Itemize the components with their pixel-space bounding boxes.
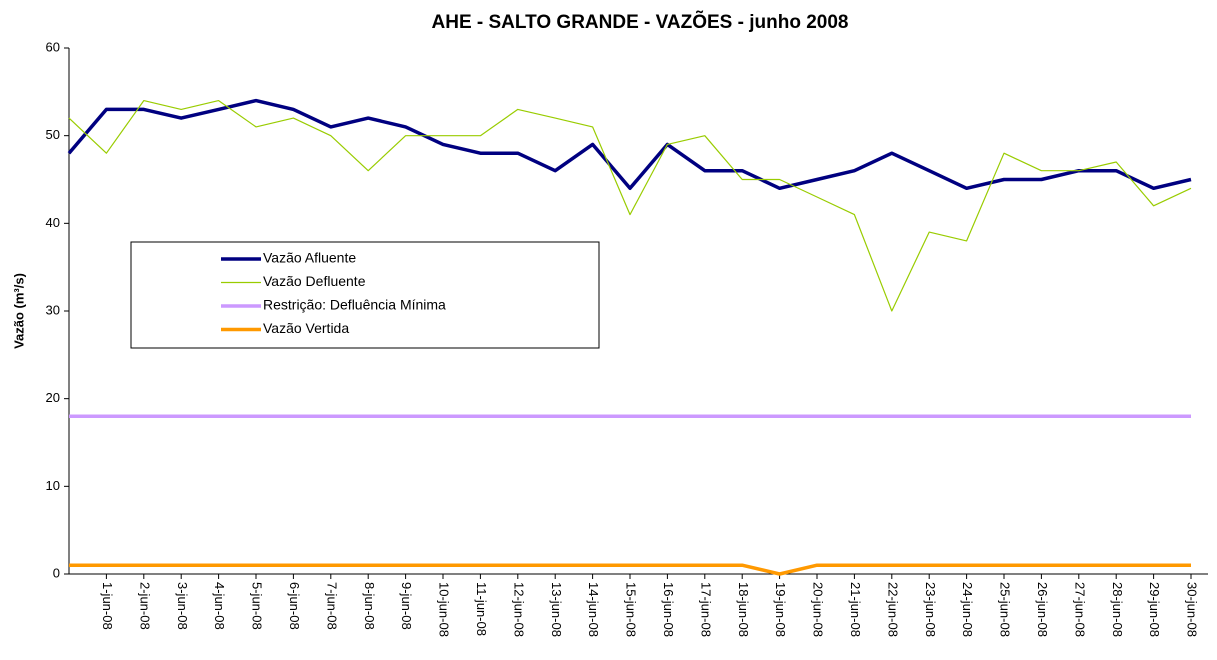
x-tick-label: 4-jun-08 xyxy=(212,582,227,630)
x-tick-label: 12-jun-08 xyxy=(511,582,526,637)
x-tick-label: 14-jun-08 xyxy=(586,582,601,637)
y-tick-label: 0 xyxy=(53,565,60,580)
y-axis-label: Vazão (m³/s) xyxy=(11,273,26,349)
x-tick-label: 10-jun-08 xyxy=(437,582,452,637)
series-line xyxy=(69,563,1191,576)
x-tick-label: 9-jun-08 xyxy=(399,582,414,630)
y-tick-label: 20 xyxy=(46,390,60,405)
x-tick-label: 15-jun-08 xyxy=(624,582,639,637)
legend-label: Vazão Afluente xyxy=(263,250,356,266)
x-tick-label: 20-jun-08 xyxy=(811,582,826,637)
x-tick-label: 17-jun-08 xyxy=(698,582,713,637)
x-tick-label: 25-jun-08 xyxy=(998,582,1013,637)
x-tick-label: 19-jun-08 xyxy=(773,582,788,637)
chart-title: AHE - SALTO GRANDE - VAZÕES - junho 2008 xyxy=(432,11,849,33)
x-tick-label: 18-jun-08 xyxy=(736,582,751,637)
y-tick-label: 10 xyxy=(46,478,60,493)
x-tick-label: 16-jun-08 xyxy=(661,582,676,637)
x-tick-label: 30-jun-08 xyxy=(1185,582,1200,637)
x-tick-label: 26-jun-08 xyxy=(1035,582,1050,637)
x-tick-label: 24-jun-08 xyxy=(960,582,975,637)
x-tick-label: 28-jun-08 xyxy=(1110,582,1125,637)
x-tick-label: 23-jun-08 xyxy=(923,582,938,637)
x-tick-label: 29-jun-08 xyxy=(1147,582,1162,637)
x-tick-label: 2-jun-08 xyxy=(137,582,152,630)
y-tick-label: 30 xyxy=(46,302,60,317)
x-tick-label: 22-jun-08 xyxy=(885,582,900,637)
x-tick-label: 3-jun-08 xyxy=(175,582,190,630)
legend-label: Restrição: Defluência Mínima xyxy=(263,297,446,313)
x-tick-label: 5-jun-08 xyxy=(250,582,265,630)
y-tick-label: 60 xyxy=(46,39,60,54)
x-tick-label: 21-jun-08 xyxy=(848,582,863,637)
x-tick-label: 11-jun-08 xyxy=(474,582,489,636)
y-tick-label: 40 xyxy=(46,215,60,230)
x-tick-label: 1-jun-08 xyxy=(100,582,115,630)
x-tick-label: 6-jun-08 xyxy=(287,582,302,630)
x-tick-label: 8-jun-08 xyxy=(362,582,377,630)
legend-box xyxy=(130,241,600,349)
legend-label: Vazão Defluente xyxy=(263,273,366,289)
x-tick-label: 27-jun-08 xyxy=(1072,582,1087,637)
series-line xyxy=(67,98,1192,191)
x-tick-label: 13-jun-08 xyxy=(549,582,564,637)
y-tick-label: 50 xyxy=(46,127,60,142)
x-tick-label: 7-jun-08 xyxy=(324,582,339,630)
legend-label: Vazão Vertida xyxy=(263,320,349,336)
series-line xyxy=(68,99,1192,312)
